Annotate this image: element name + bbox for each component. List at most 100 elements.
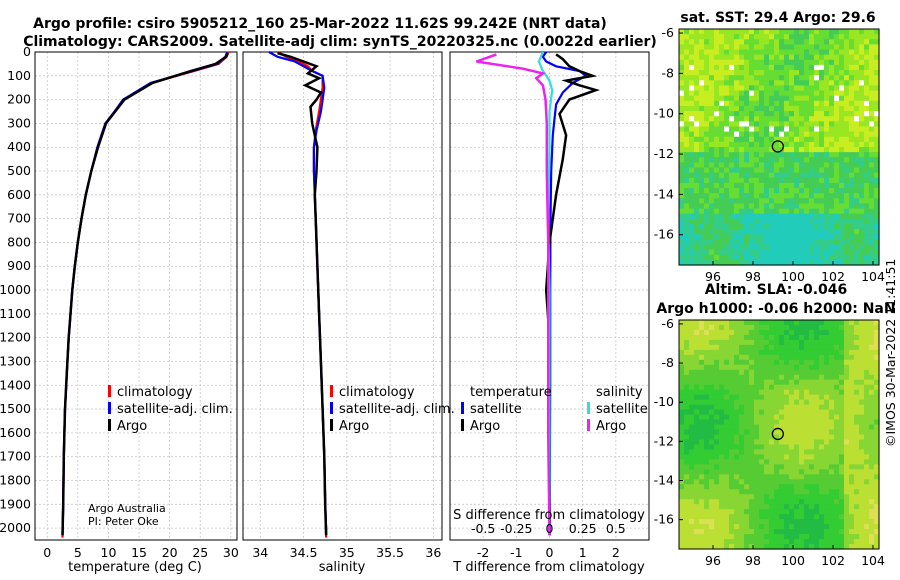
map-cell <box>734 218 740 225</box>
map-cell <box>714 459 720 465</box>
map-cell <box>844 459 850 465</box>
map-cell <box>739 44 745 51</box>
map-cell <box>689 85 695 92</box>
map-cell <box>689 177 695 184</box>
map-cell <box>804 95 810 102</box>
map-cell <box>764 369 770 376</box>
map-cell <box>754 218 760 225</box>
map-cell <box>844 364 850 371</box>
map-cell <box>809 369 815 376</box>
map-cell <box>829 141 835 148</box>
map-cell <box>824 141 830 148</box>
map-cell <box>849 218 855 225</box>
map-cell <box>834 162 840 169</box>
map-cell <box>799 339 805 346</box>
map-cell <box>864 504 870 510</box>
map-cell <box>869 39 875 45</box>
map-cell <box>784 424 790 431</box>
map-cell <box>724 177 730 184</box>
map-cell <box>684 182 690 189</box>
map-cell <box>769 359 775 366</box>
map-cell <box>734 229 740 235</box>
map-cell <box>749 499 755 505</box>
map-cell <box>779 489 785 495</box>
map-cell <box>684 404 690 411</box>
map-cell <box>739 344 745 351</box>
map-cell <box>679 75 685 81</box>
map-cell <box>779 85 785 92</box>
map-cell <box>874 479 880 485</box>
map-cell <box>794 539 800 545</box>
map-cell <box>819 324 825 331</box>
map-cell <box>854 70 860 76</box>
map-cell <box>754 389 760 396</box>
map-cell <box>689 444 695 451</box>
map-cell <box>749 116 755 122</box>
map-cell <box>844 404 850 411</box>
map-cell <box>714 339 720 346</box>
map-cell <box>809 379 815 386</box>
map-cell <box>789 239 795 246</box>
map-cell <box>859 399 865 406</box>
map-cell <box>854 449 860 456</box>
map-cell <box>834 374 840 381</box>
map-cell <box>729 177 735 184</box>
map-cell <box>854 474 860 480</box>
map-cell <box>804 198 810 205</box>
map-cell <box>749 359 755 366</box>
map-cell <box>744 509 750 515</box>
map-cell <box>814 75 820 81</box>
map-cell <box>779 464 785 470</box>
map-cell <box>869 147 875 153</box>
map-cell <box>794 394 800 401</box>
map-cell <box>724 162 730 169</box>
map-cell <box>799 157 805 163</box>
map-cell <box>854 369 860 376</box>
map-cell <box>844 95 850 102</box>
map-cell <box>764 59 770 66</box>
map-cell <box>819 172 825 179</box>
map-cell <box>759 100 765 107</box>
map-cell <box>694 54 700 61</box>
map-cell <box>719 544 725 550</box>
map-cell <box>744 414 750 421</box>
map-cell <box>704 320 710 326</box>
map-cell <box>719 193 725 199</box>
map-cell <box>714 454 720 460</box>
map-cell <box>844 424 850 431</box>
map-cell <box>724 213 730 220</box>
map-cell <box>684 208 690 215</box>
map-cell <box>754 364 760 371</box>
map-cell <box>689 354 695 361</box>
map-cell <box>824 188 830 194</box>
map-cell <box>809 244 815 251</box>
map-cell <box>874 147 880 153</box>
map-cell <box>754 339 760 346</box>
map-cell <box>729 474 735 480</box>
map-cell <box>709 259 715 266</box>
map-cell <box>739 213 745 220</box>
map-cell <box>814 126 820 133</box>
map-cell <box>749 349 755 356</box>
map-cell <box>804 121 810 128</box>
map-cell <box>724 223 730 230</box>
map-cell <box>839 105 845 112</box>
map-cell <box>764 147 770 153</box>
map-cell <box>864 419 870 426</box>
map-cell <box>824 349 830 356</box>
map-cell <box>814 339 820 346</box>
map-cell <box>779 369 785 376</box>
map-cell <box>794 489 800 495</box>
map-cell <box>874 409 880 416</box>
map-cell <box>724 429 730 436</box>
map-cell <box>774 188 780 194</box>
map-cell <box>704 147 710 153</box>
map-cell <box>704 499 710 505</box>
map-cell <box>719 223 725 230</box>
map-cell <box>754 126 760 133</box>
map-cell <box>759 80 765 87</box>
map-cell <box>859 218 865 225</box>
map-cell <box>734 504 740 510</box>
map-cell <box>849 339 855 346</box>
y-tick-label: 1700 <box>0 449 31 464</box>
